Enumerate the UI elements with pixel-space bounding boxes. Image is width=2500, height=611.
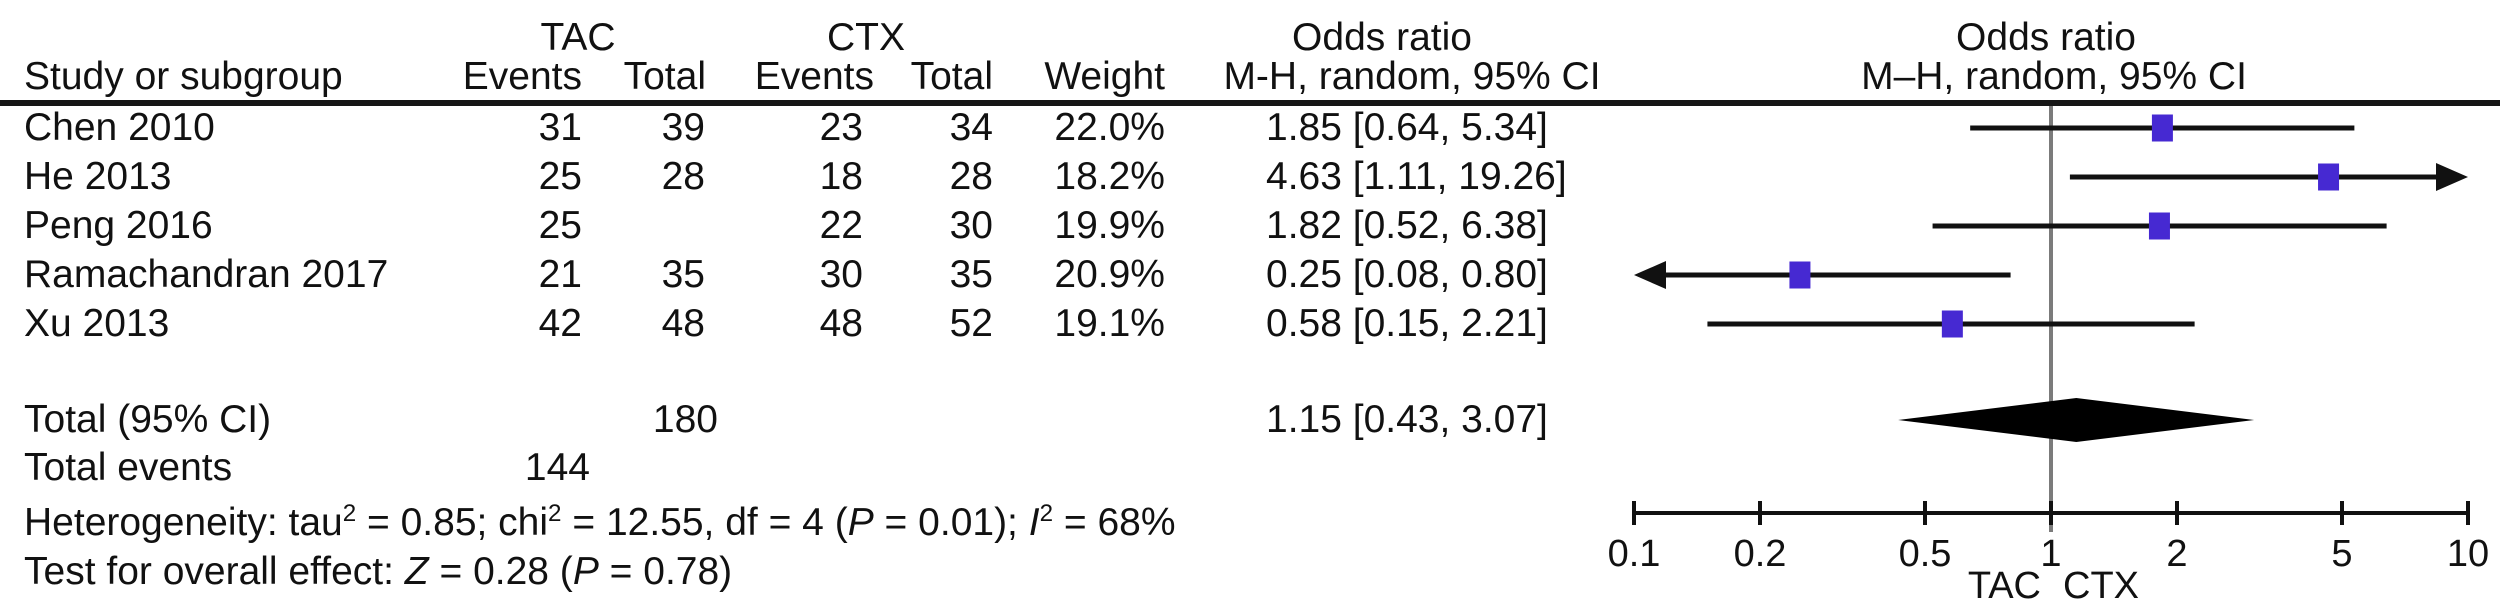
ctx-events-value: 23: [819, 106, 863, 149]
ctx-events-value: 18: [819, 155, 863, 198]
ctx-events-value: 30: [819, 253, 863, 296]
italic-z: Z: [404, 550, 429, 593]
ctx-total-value: 28: [949, 155, 993, 198]
tac-events-value: 42: [538, 302, 582, 345]
study-name: Ramachandran 2017: [24, 253, 389, 296]
or-ci-label: 0.58 [0.15, 2.21]: [1266, 302, 1548, 345]
column-header-tac-total: Total: [623, 55, 706, 98]
or-ci-label: 1.82 [0.52, 6.38]: [1266, 204, 1548, 247]
or-marker-2: [2318, 163, 2340, 191]
overall-effect-line: Test for overall effect: Z = 0.28 (P = 0…: [24, 550, 733, 593]
weight-value: 19.9%: [1054, 204, 1165, 247]
axis-right-group-label: CTX: [2063, 565, 2139, 607]
ctx-events-value: 48: [819, 302, 863, 345]
total-events-label: Total events: [24, 446, 233, 489]
axis-left-group-label: TAC: [1968, 565, 2041, 607]
total-diamond: [1898, 398, 2255, 442]
column-header-tac-events: Events: [462, 55, 582, 98]
or-marker-4: [1789, 261, 1811, 289]
study-name: Peng 2016: [24, 204, 213, 247]
column-header-ctx-events: Events: [754, 55, 874, 98]
ci-arrow-right-2: [2436, 163, 2468, 191]
ctx-total-value: 35: [949, 253, 993, 296]
or-ci-label: 1.85 [0.64, 5.34]: [1266, 106, 1548, 149]
weight-value: 22.0%: [1054, 106, 1165, 149]
superscript-2: 2: [548, 500, 562, 527]
or-marker-5: [1941, 310, 1963, 338]
or-plot-column-title: Odds ratio: [1956, 16, 2136, 59]
table-row-chen-2010: Chen 2010 31 39 23 34 22.0% 1.85 [0.64, …: [0, 104, 2500, 152]
or-marker-1: [2151, 114, 2173, 142]
axis-tick-label-0.2: 0.2: [1734, 533, 1787, 575]
column-header-study: Study or subgroup: [24, 55, 343, 98]
axis-tick-label-0.5: 0.5: [1899, 533, 1952, 575]
ctx-total-value: 34: [949, 106, 993, 149]
total-events-value: 144: [524, 446, 590, 489]
column-header-or-text-ci: M-H, random, 95% CI: [1223, 55, 1601, 98]
ctx-events-value: 22: [819, 204, 863, 247]
weight-value: 19.1%: [1054, 302, 1165, 345]
tac-events-value: 21: [538, 253, 582, 296]
or-marker-3: [2148, 212, 2170, 240]
total-events-row: Total events 144: [0, 444, 2500, 492]
axis-tick-label-5: 5: [2331, 533, 2352, 575]
weight-value: 20.9%: [1054, 253, 1165, 296]
table-row-peng-2016: Peng 2016 25 22 30 19.9% 1.82 [0.52, 6.3…: [0, 202, 2500, 250]
italic-i: I: [1028, 501, 1040, 544]
column-header-weight: Weight: [1044, 55, 1165, 98]
table-row-he-2013: He 2013 25 28 18 28 18.2% 4.63 [1.11, 19…: [0, 153, 2500, 201]
total-tac-total-value: 180: [652, 398, 718, 441]
tac-total-value: 35: [661, 253, 705, 296]
tac-total-value: 28: [661, 155, 705, 198]
axis-tick-label-2: 2: [2166, 533, 2187, 575]
tac-events-value: 31: [538, 106, 582, 149]
ctx-total-value: 52: [949, 302, 993, 345]
total-row: Total (95% CI) 180 1.15 [0.43, 3.07]: [0, 396, 2500, 444]
column-header-ctx-total: Total: [910, 55, 993, 98]
or-text-column-title: Odds ratio: [1292, 16, 1472, 59]
weight-value: 18.2%: [1054, 155, 1165, 198]
total-or-ci-label: 1.15 [0.43, 3.07]: [1266, 398, 1548, 441]
column-header-or-plot-ci: M–H, random, 95% CI: [1861, 55, 2247, 98]
tac-events-value: 25: [538, 204, 582, 247]
italic-p: P: [847, 501, 874, 544]
group-header-ctx: CTX: [827, 16, 905, 59]
tac-total-value: 48: [661, 302, 705, 345]
italic-p: P: [572, 550, 599, 593]
heterogeneity-text: Heterogeneity: tau: [24, 501, 343, 544]
ctx-total-value: 30: [949, 204, 993, 247]
study-name: Xu 2013: [24, 302, 170, 345]
study-name: He 2013: [24, 155, 172, 198]
superscript-2: 2: [342, 500, 357, 527]
superscript-2: 2: [1039, 500, 1054, 527]
table-row-ramachandran-2017: Ramachandran 2017 21 35 30 35 20.9% 0.25…: [0, 251, 2500, 299]
axis-tick-label-10: 10: [2447, 533, 2489, 575]
axis-tick-label-0.1: 0.1: [1608, 533, 1661, 575]
tac-total-value: 39: [661, 106, 705, 149]
total-label: Total (95% CI): [24, 398, 272, 441]
tac-events-value: 25: [538, 155, 582, 198]
axis-tick-label-1: 1: [2040, 533, 2061, 575]
ci-arrow-left-4: [1634, 261, 1666, 289]
or-ci-label: 0.25 [0.08, 0.80]: [1266, 253, 1548, 296]
study-name: Chen 2010: [24, 106, 215, 149]
overall-effect-text: Test for overall effect:: [24, 550, 405, 593]
table-row-xu-2013: Xu 2013 42 48 48 52 19.1% 0.58 [0.15, 2.…: [0, 300, 2500, 348]
group-header-tac: TAC: [540, 16, 616, 59]
or-ci-label: 4.63 [1.11, 19.26]: [1266, 155, 1567, 198]
heterogeneity-line: Heterogeneity: tau2 = 0.85; chi2 = 12.55…: [24, 500, 1176, 544]
header-separator-line: [0, 100, 2500, 106]
